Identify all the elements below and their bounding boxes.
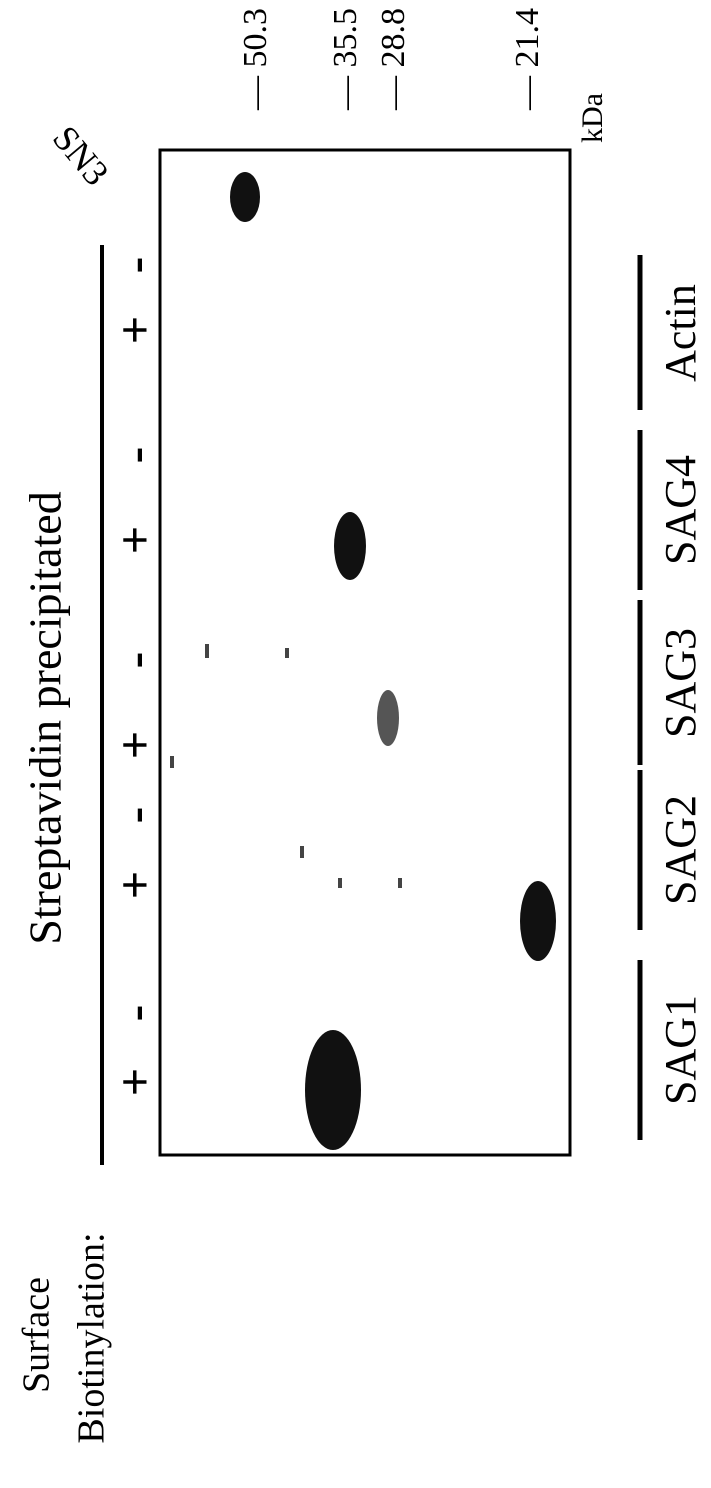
- band: [230, 172, 260, 222]
- marker-label: — 50.3: [237, 8, 274, 111]
- group-label: SAG1: [656, 995, 705, 1105]
- speck: [205, 644, 209, 658]
- speck: [398, 878, 402, 888]
- lane-sign: -: [106, 1005, 162, 1022]
- marker-label: — 28.8: [375, 8, 412, 111]
- band: [305, 1030, 361, 1150]
- speck: [338, 878, 342, 888]
- band: [520, 881, 556, 961]
- marker-label: — 21.4: [509, 8, 546, 111]
- speck: [170, 756, 174, 768]
- lane-sign: -: [106, 447, 162, 464]
- title: Streptavidin precipitated: [20, 491, 71, 944]
- lane-sign: +: [106, 731, 162, 760]
- lane-sign: +: [106, 316, 162, 345]
- speck: [300, 846, 304, 858]
- group-label: SAG3: [656, 628, 705, 738]
- band: [377, 690, 399, 746]
- lane-sign: +: [106, 1068, 162, 1097]
- row-label: Biotinylation:: [71, 1232, 113, 1443]
- lane-sign: +: [106, 871, 162, 900]
- figure: Streptavidin precipitated Surface Biotin…: [0, 0, 711, 1488]
- speck: [285, 648, 289, 658]
- marker-label: — 35.5: [327, 8, 364, 111]
- rotated-panel: Streptavidin precipitated Surface Biotin…: [16, 8, 705, 1444]
- unit-label: kDa: [576, 93, 609, 143]
- lane-sign: +: [106, 526, 162, 555]
- lane-sign: -: [106, 257, 162, 274]
- lane-sign: -: [106, 652, 162, 669]
- band: [334, 512, 366, 580]
- corner-label: SN3: [45, 118, 117, 193]
- blot-frame: [160, 150, 570, 1155]
- group-label: SAG2: [656, 795, 705, 905]
- group-label: SAG4: [656, 455, 705, 565]
- group-label: Actin: [656, 284, 705, 382]
- lane-sign: -: [106, 807, 162, 824]
- row-label: Surface: [16, 1277, 58, 1393]
